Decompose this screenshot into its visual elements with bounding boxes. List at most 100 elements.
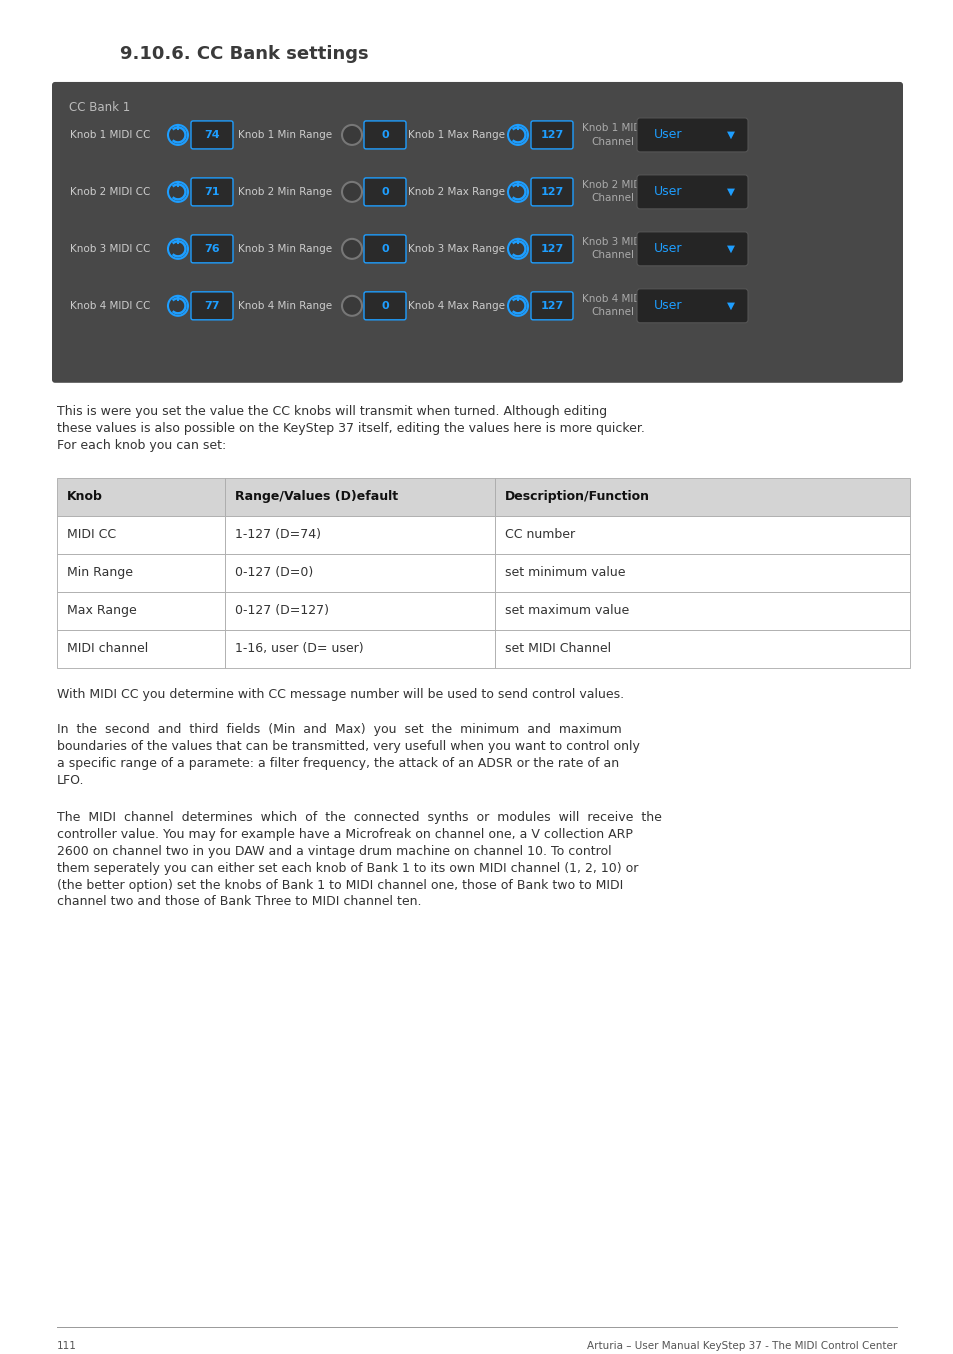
Circle shape: [168, 295, 188, 315]
Text: 2600 on channel two in you DAW and a vintage drum machine on channel 10. To cont: 2600 on channel two in you DAW and a vin…: [57, 845, 611, 857]
Text: User: User: [654, 129, 681, 141]
Text: Knob 4 MIDI
Channel: Knob 4 MIDI Channel: [581, 294, 643, 317]
Text: these values is also possible on the KeyStep 37 itself, editing the values here : these values is also possible on the Key…: [57, 421, 644, 435]
FancyBboxPatch shape: [637, 288, 747, 322]
FancyBboxPatch shape: [531, 234, 573, 263]
FancyBboxPatch shape: [364, 177, 406, 206]
Text: 71: 71: [204, 187, 219, 196]
Text: 0: 0: [381, 130, 389, 139]
FancyBboxPatch shape: [637, 118, 747, 152]
Text: Knob 3 Max Range: Knob 3 Max Range: [408, 244, 504, 253]
Circle shape: [507, 125, 527, 145]
Circle shape: [341, 295, 361, 315]
Text: set minimum value: set minimum value: [504, 566, 625, 580]
Text: Knob 1 Max Range: Knob 1 Max Range: [408, 130, 504, 139]
Circle shape: [341, 125, 361, 145]
Text: In  the  second  and  third  fields  (Min  and  Max)  you  set  the  minimum  an: In the second and third fields (Min and …: [57, 723, 621, 735]
Text: 127: 127: [539, 301, 563, 311]
Text: 74: 74: [204, 130, 219, 139]
Text: 127: 127: [539, 130, 563, 139]
Bar: [57, 554, 225, 592]
Text: Range/Values (D)efault: Range/Values (D)efault: [234, 490, 397, 504]
FancyBboxPatch shape: [364, 234, 406, 263]
Text: channel two and those of Bank Three to MIDI channel ten.: channel two and those of Bank Three to M…: [57, 895, 421, 909]
Circle shape: [507, 238, 527, 259]
Text: 127: 127: [539, 187, 563, 196]
Text: Knob 2 Min Range: Knob 2 Min Range: [237, 187, 332, 196]
Text: User: User: [654, 185, 681, 199]
FancyBboxPatch shape: [531, 121, 573, 149]
Bar: [225, 554, 495, 592]
Circle shape: [168, 125, 188, 145]
Text: ▼: ▼: [726, 301, 734, 311]
Text: MIDI channel: MIDI channel: [67, 642, 148, 655]
Text: Knob 4 MIDI CC: Knob 4 MIDI CC: [70, 301, 151, 311]
FancyBboxPatch shape: [364, 292, 406, 320]
Text: them seperately you can either set each knob of Bank 1 to its own MIDI channel (: them seperately you can either set each …: [57, 861, 638, 875]
Text: MIDI CC: MIDI CC: [67, 528, 116, 542]
FancyBboxPatch shape: [191, 292, 233, 320]
Text: Knob 2 MIDI CC: Knob 2 MIDI CC: [70, 187, 151, 196]
Text: CC number: CC number: [504, 528, 575, 542]
Text: CC Bank 1: CC Bank 1: [69, 102, 131, 114]
Text: Knob 3 Min Range: Knob 3 Min Range: [237, 244, 332, 253]
Text: For each knob you can set:: For each knob you can set:: [57, 439, 226, 452]
Bar: [495, 478, 909, 516]
FancyBboxPatch shape: [191, 177, 233, 206]
Text: ▼: ▼: [726, 187, 734, 196]
Text: 111: 111: [57, 1342, 77, 1351]
Text: Min Range: Min Range: [67, 566, 132, 580]
Text: Max Range: Max Range: [67, 604, 136, 617]
Bar: [57, 478, 225, 516]
Bar: [225, 516, 495, 554]
FancyBboxPatch shape: [191, 234, 233, 263]
Circle shape: [168, 238, 188, 259]
Bar: [57, 516, 225, 554]
Bar: [495, 592, 909, 630]
FancyBboxPatch shape: [637, 175, 747, 209]
Text: 1-16, user (D= user): 1-16, user (D= user): [234, 642, 363, 655]
Text: Knob: Knob: [67, 490, 103, 504]
Text: Knob 2 Max Range: Knob 2 Max Range: [408, 187, 504, 196]
Circle shape: [507, 295, 527, 315]
Text: Knob 4 Max Range: Knob 4 Max Range: [408, 301, 504, 311]
Text: User: User: [654, 299, 681, 313]
Text: Knob 4 Min Range: Knob 4 Min Range: [237, 301, 332, 311]
Text: 0-127 (D=127): 0-127 (D=127): [234, 604, 329, 617]
Text: This is were you set the value the CC knobs will transmit when turned. Although : This is were you set the value the CC kn…: [57, 405, 606, 418]
Text: 0: 0: [381, 301, 389, 311]
Text: 0: 0: [381, 244, 389, 253]
Text: 0: 0: [381, 187, 389, 196]
Text: (the better option) set the knobs of Bank 1 to MIDI channel one, those of Bank t: (the better option) set the knobs of Ban…: [57, 879, 622, 891]
Bar: [57, 592, 225, 630]
Bar: [225, 630, 495, 668]
Text: controller value. You may for example have a Microfreak on channel one, a V coll: controller value. You may for example ha…: [57, 827, 632, 841]
Bar: [495, 630, 909, 668]
Text: With MIDI CC you determine with CC message number will be used to send control v: With MIDI CC you determine with CC messa…: [57, 688, 623, 700]
Text: Arturia – User Manual KeyStep 37 - The MIDI Control Center: Arturia – User Manual KeyStep 37 - The M…: [586, 1342, 896, 1351]
Text: ▼: ▼: [726, 244, 734, 253]
Text: Knob 3 MIDI
Channel: Knob 3 MIDI Channel: [581, 237, 643, 260]
Text: Description/Function: Description/Function: [504, 490, 649, 504]
Text: LFO.: LFO.: [57, 773, 85, 787]
FancyBboxPatch shape: [531, 177, 573, 206]
Text: 77: 77: [204, 301, 219, 311]
Circle shape: [168, 181, 188, 202]
Text: 1-127 (D=74): 1-127 (D=74): [234, 528, 320, 542]
Bar: [495, 554, 909, 592]
Bar: [57, 630, 225, 668]
FancyBboxPatch shape: [191, 121, 233, 149]
Text: The  MIDI  channel  determines  which  of  the  connected  synths  or  modules  : The MIDI channel determines which of the…: [57, 811, 661, 823]
Circle shape: [341, 181, 361, 202]
Circle shape: [341, 238, 361, 259]
Text: 0-127 (D=0): 0-127 (D=0): [234, 566, 313, 580]
Text: User: User: [654, 242, 681, 256]
FancyBboxPatch shape: [364, 121, 406, 149]
Text: Knob 1 Min Range: Knob 1 Min Range: [237, 130, 332, 139]
FancyBboxPatch shape: [52, 83, 902, 383]
Text: 127: 127: [539, 244, 563, 253]
Text: ▼: ▼: [726, 130, 734, 139]
Bar: [225, 478, 495, 516]
Bar: [225, 592, 495, 630]
Text: Knob 1 MIDI CC: Knob 1 MIDI CC: [70, 130, 151, 139]
